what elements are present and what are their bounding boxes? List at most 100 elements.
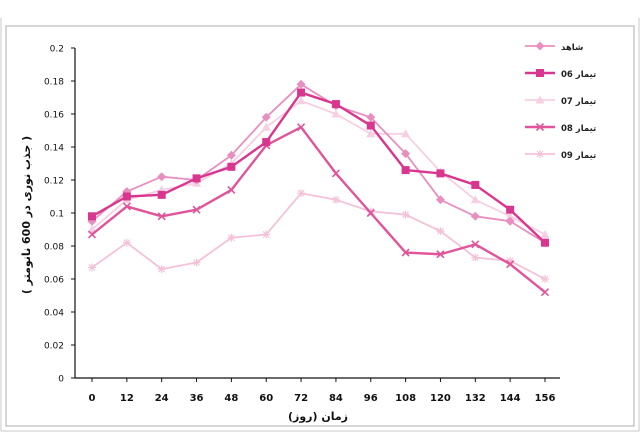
series-line xyxy=(91,125,546,294)
data-point xyxy=(506,205,515,214)
x-tick-label: 108 xyxy=(395,393,416,404)
y-tick-label: 0.2 xyxy=(50,45,64,55)
data-point xyxy=(331,109,341,118)
x-tick-label: 120 xyxy=(430,393,451,404)
data-point xyxy=(157,190,166,199)
data-point xyxy=(122,202,131,211)
data-point xyxy=(366,112,376,122)
data-point xyxy=(506,260,515,269)
legend-swatch-marker xyxy=(535,122,545,132)
data-point xyxy=(331,100,340,109)
data-point xyxy=(471,253,480,262)
data-point xyxy=(436,250,445,259)
data-point xyxy=(401,166,410,175)
data-point xyxy=(541,275,549,283)
y-tick-label: 0.12 xyxy=(44,177,64,187)
data-point xyxy=(470,195,480,204)
data-point xyxy=(192,258,201,267)
data-point xyxy=(540,288,550,297)
y-tick-label: 0 xyxy=(58,375,64,385)
data-point xyxy=(297,88,306,97)
data-point xyxy=(226,150,236,160)
legend: شاهد 06 تیمار 07 تیمار 08 تیمار 09 تیمار xyxy=(525,41,596,161)
data-point xyxy=(157,265,166,274)
legend-item: 08 تیمار xyxy=(525,122,596,134)
x-tick-label: 0 xyxy=(89,393,96,404)
data-point xyxy=(470,211,480,221)
data-point xyxy=(87,225,97,233)
x-tick-label: 24 xyxy=(155,393,169,404)
legend-label: 07 تیمار xyxy=(561,97,596,107)
series-group xyxy=(87,79,550,297)
legend-item: 07 تیمار xyxy=(525,95,596,107)
y-tick-label: 0.02 xyxy=(44,342,64,352)
data-point xyxy=(541,238,549,247)
legend-swatch-marker xyxy=(535,95,545,104)
x-tick-label: 60 xyxy=(259,393,273,404)
data-point xyxy=(227,162,236,171)
top-strip xyxy=(0,0,640,18)
data-point xyxy=(505,211,515,220)
y-tick-label: 0.08 xyxy=(44,243,64,253)
series-5 xyxy=(88,189,549,283)
data-point xyxy=(505,216,515,226)
x-tick-label: 12 xyxy=(120,393,134,404)
legend-swatch-marker xyxy=(535,41,545,51)
data-point xyxy=(331,169,340,178)
data-point xyxy=(122,192,131,201)
data-point xyxy=(436,169,445,178)
data-point xyxy=(88,263,96,272)
y-tick-label: 0.04 xyxy=(44,309,64,319)
legend-swatch-marker xyxy=(536,69,544,77)
data-point xyxy=(401,248,410,257)
legend-swatch-marker xyxy=(536,150,544,158)
data-point xyxy=(192,174,201,183)
data-point xyxy=(296,96,306,105)
data-point xyxy=(401,149,411,159)
data-point xyxy=(296,79,306,89)
data-point xyxy=(366,208,375,218)
series-line xyxy=(91,91,546,244)
data-point xyxy=(87,230,97,239)
x-tick-label: 96 xyxy=(364,393,378,404)
legend-label: شاهد xyxy=(561,43,583,53)
data-point xyxy=(366,121,375,130)
data-point xyxy=(88,212,96,221)
x-tick-label: 72 xyxy=(294,393,308,404)
x-tick-label: 144 xyxy=(500,393,521,404)
data-point xyxy=(157,172,167,182)
x-tick-labels: 0 12 24 36 48 60 72 84 96 108 120 132 144 156 xyxy=(89,378,555,404)
data-point xyxy=(366,129,376,138)
legend-label: 06 تیمار xyxy=(561,70,596,80)
y-tick-label: 0.14 xyxy=(44,144,64,154)
x-tick-label: 132 xyxy=(465,393,486,404)
y-tick-label: 0.06 xyxy=(44,276,64,286)
y-tick-labels: 0 0.02 0.04 0.06 0.08 0.1 0.12 0.14 0.16 0.18 0.2 xyxy=(44,45,75,385)
data-point xyxy=(297,123,306,132)
data-point xyxy=(401,210,410,219)
plot-frame xyxy=(5,25,635,427)
data-point xyxy=(262,230,271,239)
x-tick-label: 36 xyxy=(190,393,204,404)
series-line xyxy=(91,83,546,244)
data-point xyxy=(506,256,515,265)
series-line xyxy=(91,192,546,280)
legend-item: 09 تیمار xyxy=(525,150,596,161)
y-axis-label: ( جذب نوری در 600 نانومتر ) xyxy=(20,136,33,294)
data-point xyxy=(227,233,236,242)
legend-label: 08 تیمار xyxy=(561,124,596,134)
data-point xyxy=(262,138,271,147)
data-point xyxy=(261,112,271,122)
data-point xyxy=(436,227,445,236)
data-point xyxy=(122,238,131,247)
data-point xyxy=(157,212,166,221)
data-point xyxy=(331,195,340,204)
series-line xyxy=(91,99,546,236)
data-point xyxy=(297,189,306,198)
data-point xyxy=(471,240,480,249)
legend-label: 09 تیمار xyxy=(561,151,596,161)
x-tick-label: 48 xyxy=(224,393,238,404)
y-tick-label: 0.16 xyxy=(44,111,64,121)
x-tick-label: 84 xyxy=(329,393,343,404)
